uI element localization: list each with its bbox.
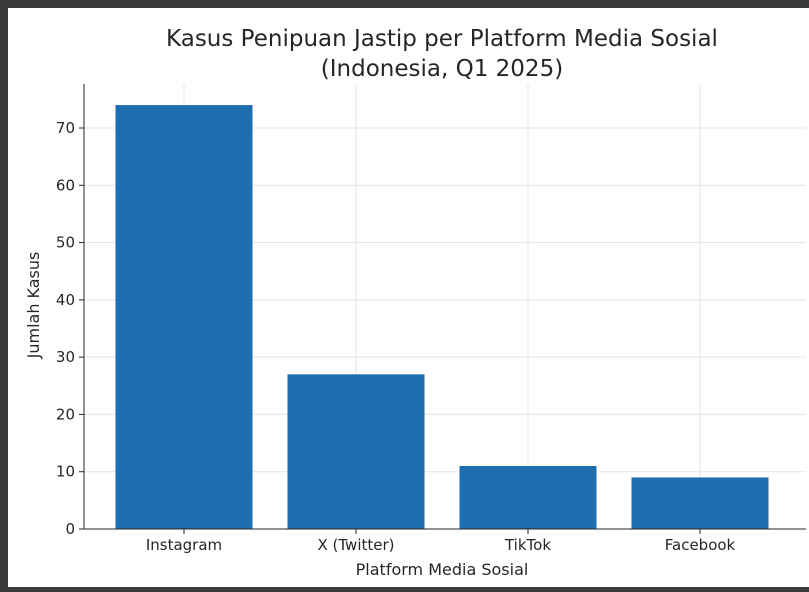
y-axis-label: Jumlah Kasus: [24, 252, 43, 360]
x-ticks: Instagram X (Twitter) TikTok Facebook: [146, 529, 736, 554]
x-tick-label: TikTok: [504, 536, 551, 554]
bar-facebook: [631, 477, 769, 529]
chart-title: Kasus Penipuan Jastip per Platform Media…: [166, 26, 718, 52]
bar-x-twitter: [287, 374, 425, 529]
bar-tiktok: [459, 465, 597, 529]
bars: [115, 105, 769, 529]
y-tick-label: 20: [56, 405, 75, 423]
bar-instagram: [115, 105, 253, 529]
y-tick-label: 70: [56, 119, 75, 137]
x-tick-label: Facebook: [665, 536, 736, 554]
axes: [83, 84, 806, 530]
y-tick-label: 30: [56, 348, 75, 366]
y-tick-label: 0: [65, 520, 75, 538]
y-tick-label: 40: [56, 291, 75, 309]
y-tick-label: 50: [56, 234, 75, 252]
chart-subtitle: (Indonesia, Q1 2025): [321, 56, 563, 82]
y-tick-label: 60: [56, 176, 75, 194]
x-axis-label: Platform Media Sosial: [356, 560, 529, 579]
x-tick-label: Instagram: [146, 536, 222, 554]
x-tick-label: X (Twitter): [317, 536, 394, 554]
y-tick-label: 10: [56, 463, 75, 481]
y-ticks: 0 10 20 30 40 50 60 70: [56, 119, 84, 538]
